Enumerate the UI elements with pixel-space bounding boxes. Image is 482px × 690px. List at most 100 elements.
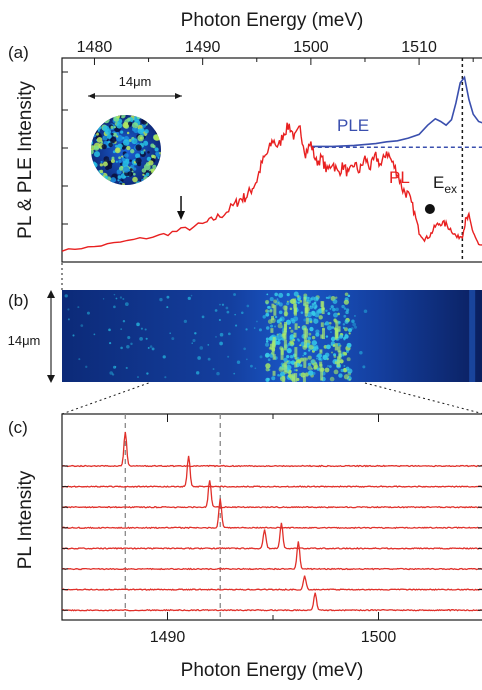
map-streak	[271, 303, 275, 309]
map-dim-spot	[122, 297, 125, 300]
map-bright-spot	[310, 296, 315, 301]
map-dim-spot	[149, 345, 153, 348]
map-dim-spot	[351, 319, 355, 324]
panel-a-yticks	[62, 71, 68, 225]
inset-speckle	[109, 136, 117, 144]
map-dim-spot	[354, 325, 358, 329]
eex-sub: ex	[444, 182, 457, 196]
inset-speckle	[114, 147, 121, 154]
map-dim-spot	[207, 357, 211, 361]
map-bright-spot	[342, 354, 345, 357]
inset-speckle	[124, 153, 129, 158]
map-bright-spot	[299, 344, 302, 347]
map-dim-spot	[197, 356, 201, 360]
guide-line-left-bc	[61, 382, 149, 415]
map-dim-spot	[183, 319, 187, 324]
panel-b-down-arrow-icon	[47, 375, 55, 383]
map-dim-spot	[187, 296, 191, 301]
map-dim-spot	[256, 320, 258, 323]
map-dim-spot	[218, 318, 221, 322]
inset-speckle	[103, 116, 110, 124]
map-bright-spot	[276, 319, 281, 324]
map-dim-spot	[119, 296, 123, 299]
map-dim-spot	[144, 328, 147, 331]
map-dim-spot	[80, 324, 84, 327]
map-bright-spot	[265, 367, 270, 372]
map-bright-spot	[300, 311, 304, 314]
map-bright-spot	[314, 312, 320, 318]
map-bright-spot	[343, 327, 348, 332]
map-bright-spot	[315, 329, 320, 334]
scale-bar-left-arrow-icon	[88, 93, 95, 99]
map-dim-spot	[102, 298, 105, 300]
top-axis-title: Photon Energy (meV)	[181, 10, 364, 31]
map-streak	[320, 334, 324, 339]
map-bright-spot	[277, 301, 280, 304]
map-bright-spot	[330, 343, 334, 347]
inset-speckle	[111, 132, 114, 136]
top-xtick-label: 1510	[401, 39, 437, 56]
map-bright-spot	[339, 344, 342, 347]
inset-speckle	[93, 145, 100, 151]
panel-a-tick-labels: 1480 1490 1500 1510	[77, 39, 437, 56]
inset-speckle	[157, 126, 161, 132]
inset-speckle	[146, 156, 152, 162]
map-streak	[335, 329, 339, 338]
inset-speckle	[113, 126, 117, 129]
map-streak	[337, 346, 341, 353]
map-bright-spot	[332, 344, 336, 347]
inset-speckle	[110, 125, 114, 129]
inset-speckle	[110, 177, 117, 183]
map-bright-spot	[285, 319, 292, 325]
spectrum-trace	[61, 498, 482, 530]
guide-line-right-bc	[364, 382, 482, 414]
inset-speckle	[142, 181, 149, 185]
map-bright-spot	[339, 334, 344, 339]
map-dim-spot	[85, 365, 88, 368]
map-dim-spot	[234, 313, 236, 316]
inset-speckle	[117, 175, 122, 179]
inset-speckle	[116, 122, 123, 129]
inset-speckle	[129, 168, 133, 172]
map-bright-spot	[325, 335, 329, 338]
inset-speckle	[117, 179, 120, 182]
map-bright-spot	[316, 367, 320, 371]
map-dim-spot	[140, 327, 143, 330]
map-bright-spot	[288, 326, 292, 330]
map-bright-spot	[318, 357, 321, 361]
map-dim-spot	[303, 318, 307, 322]
inset-speckle	[141, 118, 148, 125]
panel-b-heatmap	[62, 290, 482, 382]
inset-speckle	[120, 115, 126, 119]
inset-speckle	[142, 182, 147, 185]
map-bright-spot	[265, 312, 270, 317]
map-dim-spot	[233, 293, 236, 296]
map-bright-spot	[337, 320, 341, 324]
map-bright-spot	[347, 368, 353, 374]
map-bright-spot	[274, 315, 278, 319]
map-dim-spot	[293, 368, 297, 372]
speckle-inset-image: 14μm	[88, 74, 182, 185]
map-bright-spot	[271, 351, 275, 355]
inset-speckle	[99, 169, 104, 174]
map-bright-spot	[269, 297, 274, 302]
map-bright-spot	[265, 363, 271, 369]
map-dim-spot	[219, 303, 221, 306]
spectrum-trace	[61, 541, 482, 571]
map-bright-spot	[327, 365, 329, 367]
spectrum-trace	[61, 480, 482, 509]
map-streak	[284, 305, 288, 317]
map-bright-spot	[290, 317, 294, 322]
map-bright-spot	[264, 299, 270, 305]
map-dim-spot	[233, 372, 236, 375]
map-bright-spot	[279, 322, 282, 325]
map-dim-spot	[77, 306, 80, 309]
map-bright-spot	[330, 336, 336, 342]
inset-speckle	[104, 115, 112, 119]
pl-series-line	[61, 122, 482, 252]
map-streak	[294, 347, 298, 359]
inset-speckle	[115, 160, 118, 163]
map-dim-spot	[159, 297, 163, 302]
map-streak	[294, 362, 298, 368]
map-bright-spot	[343, 352, 348, 356]
